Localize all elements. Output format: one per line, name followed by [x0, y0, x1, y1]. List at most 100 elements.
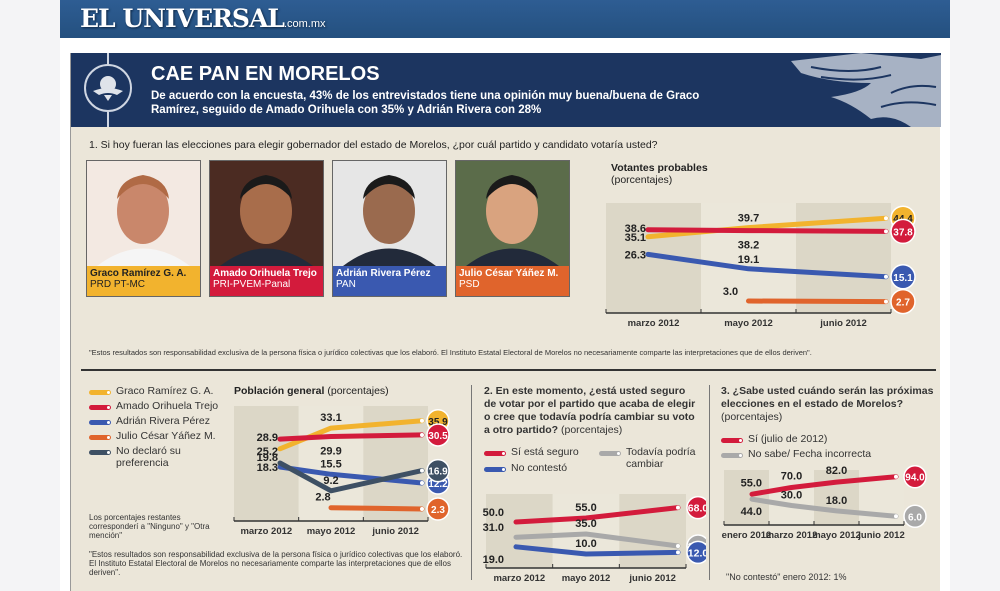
- value-label: 30.5: [428, 431, 448, 442]
- legend-label: Adrián Rivera Pérez: [116, 415, 210, 427]
- question-3: 3. ¿Sabe usted cuándo serán las próximas…: [721, 385, 936, 424]
- legend-label: Todavía podría cambiar: [626, 446, 696, 470]
- x-tick-label: junio 2012: [628, 573, 675, 584]
- eagle-illustration-icon: [791, 53, 941, 127]
- legend-swatch: [484, 451, 506, 456]
- value-label: 39.7: [738, 213, 759, 225]
- legend-swatch: [89, 405, 111, 410]
- candidate-name: Graco Ramírez G. A.: [90, 268, 187, 279]
- legend-swatch: [89, 435, 111, 440]
- series-line: [645, 215, 889, 240]
- brand-domain: .com.mx: [283, 18, 326, 30]
- value-label: 9.2: [323, 475, 338, 487]
- value-label: 2.8: [315, 492, 330, 504]
- column-band: [701, 203, 796, 313]
- x-tick-label: enero 2012: [722, 530, 772, 541]
- value-label: 18.3: [257, 462, 278, 474]
- value-label: 3.0: [723, 286, 738, 298]
- value-bubble: [686, 495, 706, 520]
- x-tick-label: marzo 2012: [493, 573, 545, 584]
- x-tick-label: mayo 2012: [562, 573, 611, 584]
- value-label: 12.0: [688, 547, 706, 559]
- column-divider-2: [709, 385, 710, 580]
- candidate-card: Adrián Rivera Pérez PAN: [332, 160, 447, 297]
- x-tick-label: mayo 2012: [724, 318, 773, 329]
- legend-item: Todavía podría cambiar: [599, 446, 704, 476]
- legend-label: No contestó: [511, 462, 568, 474]
- value-label: 26.3: [625, 249, 646, 261]
- headline-subtitle: De acuerdo con la encuesta, 43% de los e…: [151, 90, 700, 116]
- legend-item: Amado Orihuela Trejo: [89, 400, 229, 415]
- legend-item: Julio César Yáñez M.: [89, 430, 229, 445]
- legend-label: Julio César Yáñez M.: [116, 430, 216, 442]
- x-tick-label: junio 2012: [371, 526, 418, 537]
- value-label: 2.7: [896, 298, 910, 309]
- question-2: 2. En este momento, ¿está usted seguro d…: [484, 385, 699, 437]
- chart-1-subtitle: (porcentajes): [611, 174, 673, 186]
- legend-label: Sí está seguro: [511, 446, 579, 458]
- series-endpoint: [420, 506, 424, 511]
- chart-2-title: Población general (porcentajes): [234, 385, 389, 397]
- series-line: [749, 496, 899, 519]
- candidate-caption: Amado Orihuela Trejo PRI-PVEM-Panal: [210, 266, 323, 296]
- series-endpoint: [676, 505, 680, 510]
- candidate-name: Julio César Yáñez M.: [459, 268, 559, 279]
- legend-item: No contestó: [484, 462, 567, 477]
- question-1: 1. Si hoy fueran las elecciones para ele…: [89, 139, 658, 151]
- legend-item: Adrián Rivera Pérez: [89, 415, 229, 430]
- value-bubble: [903, 465, 927, 489]
- legend-label: Amado Orihuela Trejo: [116, 400, 219, 412]
- legend-swatch: [599, 451, 621, 456]
- value-label: 44.0: [741, 506, 762, 518]
- value-label: 15.5: [320, 458, 341, 470]
- value-label: 12.2: [428, 479, 448, 490]
- legend-label: Sí (julio de 2012): [748, 433, 828, 445]
- headline-banner: CAE PAN EN MORELOS De acuerdo con la enc…: [71, 53, 941, 127]
- value-bubble: [890, 264, 916, 290]
- x-tick-label: mayo 2012: [812, 530, 861, 541]
- page: EL UNIVERSAL.com.mx CAE PAN EN MORELOS D…: [60, 0, 950, 591]
- column-band: [724, 470, 769, 525]
- candidate-caption: Graco Ramírez G. A. PRD PT-MC: [87, 266, 200, 296]
- x-tick-label: junio 2012: [819, 318, 866, 329]
- section-divider: [81, 369, 936, 371]
- candidate-photo: [87, 161, 200, 266]
- chart-2-subtitle: (porcentajes): [327, 385, 389, 397]
- value-label: 35.0: [575, 518, 596, 530]
- legend-label: No sabe/ Fecha incorrecta: [748, 448, 872, 460]
- value-label: 15.1: [893, 273, 913, 284]
- value-label: 6.0: [908, 512, 922, 523]
- candidate-card: Graco Ramírez G. A. PRD PT-MC: [86, 160, 201, 297]
- legend-item: Sí está seguro: [484, 446, 579, 461]
- series-line: [513, 505, 681, 525]
- value-label: 30.0: [781, 490, 802, 502]
- value-label: 55.0: [741, 477, 762, 489]
- value-label: 82.0: [826, 465, 847, 477]
- x-tick-label: junio 2012: [857, 530, 904, 541]
- value-label: 31.0: [483, 522, 504, 534]
- value-bubble: [426, 458, 450, 483]
- value-bubble: [890, 288, 916, 315]
- x-tick-label: marzo 2012: [766, 530, 818, 541]
- value-label: 19.1: [738, 254, 759, 266]
- value-label: 16.9: [428, 467, 448, 478]
- legend-swatch: [721, 438, 743, 443]
- legend-item: No sabe/ Fecha incorrecta: [721, 448, 936, 463]
- series-endpoint: [884, 274, 888, 279]
- value-label: 33.1: [320, 412, 341, 424]
- value-label: 10.0: [575, 538, 596, 550]
- brand-name: EL UNIVERSAL: [80, 4, 285, 33]
- value-label: 35.9: [428, 417, 448, 428]
- value-label: 2.3: [431, 505, 445, 516]
- x-tick-label: marzo 2012: [240, 526, 292, 537]
- value-label: 94.0: [905, 473, 925, 484]
- series-endpoint: [884, 216, 888, 221]
- site-logo[interactable]: EL UNIVERSAL.com.mx: [80, 4, 326, 33]
- value-bubble: [686, 540, 706, 565]
- series-endpoint: [420, 480, 424, 485]
- question-3-unit: (porcentajes): [721, 411, 783, 423]
- value-label: 70.0: [781, 471, 802, 483]
- series-line: [277, 432, 425, 442]
- legend-swatch: [89, 450, 111, 455]
